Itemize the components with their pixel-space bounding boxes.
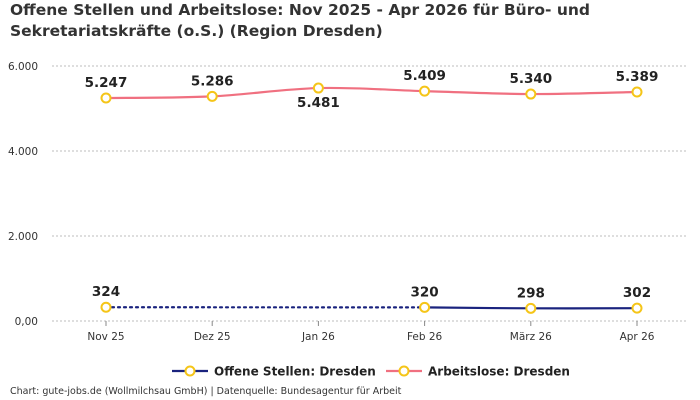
- y-tick-label: 4.000: [8, 146, 38, 158]
- data-point: [419, 85, 431, 97]
- legend-label-0: Offene Stellen: Dresden: [214, 365, 376, 379]
- data-label: 5.247: [85, 75, 128, 91]
- x-tick-label: März 26: [510, 331, 552, 343]
- data-point: [631, 86, 643, 98]
- x-tick-label: Jan 26: [301, 331, 335, 343]
- x-tick-label: Dez 25: [194, 331, 231, 343]
- y-tick-label: 6.000: [8, 61, 38, 73]
- x-axis-ticks: Nov 25 Dez 25 Jan 26 Feb 26 März 26 Apr 26: [87, 321, 655, 343]
- x-tick-label: Feb 26: [407, 331, 443, 343]
- legend-marker-1: [398, 365, 410, 377]
- gridlines: [52, 65, 688, 322]
- data-label: 324: [92, 284, 120, 300]
- data-label: 5.340: [509, 71, 552, 87]
- chart-footer: Chart: gute-jobs.de (Wollmilchsau GmbH) …: [10, 386, 402, 397]
- series-line-1: [105, 86, 638, 100]
- x-tick-label: Apr 26: [620, 331, 655, 343]
- data-point: [206, 90, 218, 102]
- data-label: 5.409: [403, 68, 446, 84]
- chart-title: Offene Stellen und Arbeitslose: Nov 2025…: [10, 1, 591, 40]
- data-labels: 324 320 298 302 5.247 5.286 5.481 5.409 5.340 5.3…: [85, 68, 659, 301]
- data-label: 320: [411, 284, 439, 300]
- data-label: 5.481: [297, 95, 340, 111]
- data-label: 5.286: [191, 73, 234, 89]
- series-lines: [104, 86, 638, 310]
- y-axis-ticks: 0,00 2.000 4.000 6.000: [8, 61, 38, 328]
- data-point: [525, 302, 537, 314]
- data-label: 5.389: [616, 69, 659, 85]
- x-tick-label: Nov 25: [87, 331, 124, 343]
- legend-label-1: Arbeitslose: Dresden: [428, 365, 570, 379]
- legend: Offene Stellen: Dresden Arbeitslose: Dres…: [172, 365, 570, 379]
- data-label: 298: [517, 285, 545, 301]
- y-tick-label: 0,00: [15, 316, 38, 328]
- data-point: [419, 301, 431, 313]
- data-label: 302: [623, 285, 651, 301]
- y-tick-label: 2.000: [8, 231, 38, 243]
- data-point: [100, 92, 112, 104]
- data-point: [525, 88, 537, 100]
- legend-marker-0: [184, 365, 196, 377]
- data-point: [100, 301, 112, 313]
- data-point: [312, 82, 324, 94]
- series-markers: [100, 82, 643, 314]
- data-point: [631, 302, 643, 314]
